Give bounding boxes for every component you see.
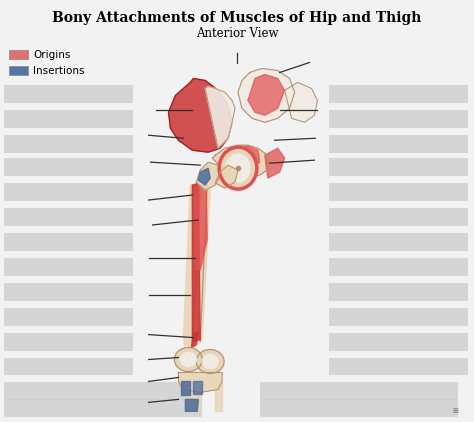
Bar	[329, 208, 468, 226]
Bar	[4, 258, 133, 276]
Bar	[329, 357, 468, 376]
Polygon shape	[198, 168, 210, 185]
Bar	[4, 183, 133, 201]
Legend: Origins, Insertions: Origins, Insertions	[9, 50, 85, 76]
Bar	[329, 110, 468, 128]
Text: Anterior View: Anterior View	[196, 27, 278, 40]
Polygon shape	[228, 146, 260, 170]
Bar	[4, 208, 133, 226]
Polygon shape	[238, 68, 294, 122]
Bar	[329, 233, 468, 251]
Polygon shape	[212, 145, 270, 178]
Text: Bony Attachments of Muscles of Hip and Thigh: Bony Attachments of Muscles of Hip and T…	[52, 11, 422, 24]
Polygon shape	[285, 82, 318, 122]
Polygon shape	[248, 74, 285, 115]
Ellipse shape	[219, 147, 257, 189]
Bar	[4, 110, 133, 128]
Ellipse shape	[174, 348, 202, 371]
Bar	[4, 283, 133, 301]
Text: ⊞: ⊞	[453, 408, 458, 414]
Bar	[4, 382, 202, 400]
Bar	[4, 333, 133, 351]
Polygon shape	[191, 332, 198, 348]
Bar	[260, 382, 458, 400]
Polygon shape	[215, 165, 238, 188]
Ellipse shape	[181, 352, 196, 366]
Polygon shape	[192, 183, 201, 341]
Polygon shape	[178, 373, 222, 392]
Polygon shape	[205, 87, 235, 148]
Bar	[329, 183, 468, 201]
Polygon shape	[185, 399, 198, 411]
Bar	[329, 308, 468, 326]
Polygon shape	[196, 162, 220, 190]
Bar	[4, 158, 133, 176]
Ellipse shape	[196, 349, 224, 373]
Bar	[4, 399, 202, 417]
Polygon shape	[183, 180, 210, 349]
Bar	[260, 399, 458, 417]
Ellipse shape	[226, 154, 250, 182]
Bar	[4, 357, 133, 376]
Bar	[4, 233, 133, 251]
Polygon shape	[182, 381, 191, 395]
Bar	[4, 85, 133, 103]
Polygon shape	[168, 78, 232, 152]
Polygon shape	[194, 182, 207, 270]
Bar	[329, 283, 468, 301]
Ellipse shape	[202, 354, 218, 368]
Bar	[4, 308, 133, 326]
Polygon shape	[185, 390, 201, 411]
Bar	[329, 135, 468, 153]
Bar	[329, 333, 468, 351]
Bar	[4, 135, 133, 153]
Polygon shape	[265, 148, 285, 178]
Bar	[329, 158, 468, 176]
Bar	[329, 258, 468, 276]
Polygon shape	[215, 379, 222, 411]
Bar	[329, 85, 468, 103]
Polygon shape	[193, 381, 202, 395]
